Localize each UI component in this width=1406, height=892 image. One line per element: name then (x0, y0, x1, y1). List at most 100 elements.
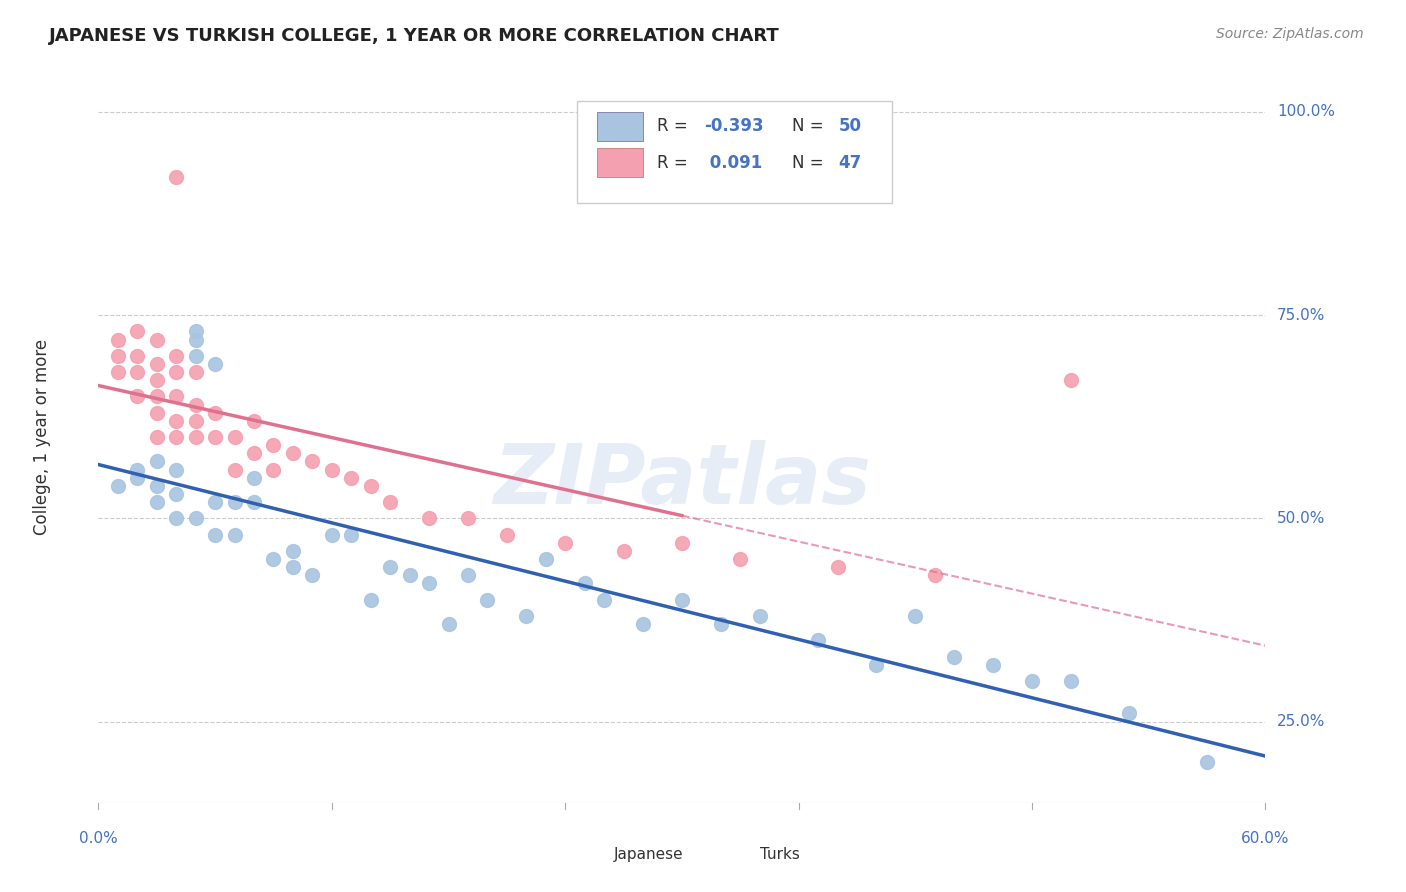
Point (515, 608, 537, 623)
Point (807, 633, 830, 648)
Text: R =: R = (658, 153, 693, 172)
Point (146, 430, 169, 444)
Text: 100.0%: 100.0% (1277, 104, 1336, 120)
Point (204, 357, 226, 371)
FancyBboxPatch shape (576, 101, 891, 203)
Point (165, 430, 187, 444)
Point (127, 365, 149, 379)
Point (243, 495, 266, 509)
Point (360, 479, 382, 493)
Point (574, 576, 596, 591)
Point (146, 495, 169, 509)
Point (165, 349, 187, 363)
Point (146, 454, 169, 468)
Text: 50.0%: 50.0% (1277, 511, 1326, 526)
Point (107, 479, 129, 493)
Point (360, 592, 382, 607)
Point (865, 657, 887, 672)
Text: Source: ZipAtlas.com: Source: ZipAtlas.com (1216, 27, 1364, 41)
Point (671, 535, 693, 549)
Point (281, 544, 304, 558)
Point (380, 495, 402, 509)
Point (146, 406, 169, 420)
Text: Turks: Turks (761, 847, 800, 862)
Point (184, 333, 207, 347)
Point (146, 357, 169, 371)
Point (380, 560, 402, 574)
Point (146, 333, 169, 347)
Point (981, 657, 1004, 672)
Point (924, 568, 946, 582)
Point (593, 592, 616, 607)
Point (418, 576, 440, 591)
Point (204, 527, 226, 541)
Point (671, 592, 693, 607)
Point (204, 495, 226, 509)
Point (554, 535, 576, 549)
Point (184, 365, 207, 379)
Point (146, 389, 169, 403)
Point (1195, 755, 1218, 769)
Point (340, 527, 363, 541)
Point (165, 462, 187, 476)
Point (224, 527, 246, 541)
Point (184, 414, 207, 428)
Point (1060, 673, 1083, 688)
FancyBboxPatch shape (596, 112, 644, 141)
Point (398, 568, 420, 582)
Text: N =: N = (792, 117, 828, 136)
Text: ZIPatlas: ZIPatlas (494, 441, 870, 522)
Point (243, 414, 266, 428)
Point (184, 430, 207, 444)
Point (243, 471, 266, 485)
Text: -0.393: -0.393 (704, 117, 763, 136)
Point (730, 552, 752, 566)
Point (165, 487, 187, 501)
Point (301, 568, 323, 582)
Text: Japanese: Japanese (614, 847, 683, 862)
Point (204, 406, 226, 420)
Point (184, 349, 207, 363)
Point (107, 365, 129, 379)
Point (418, 511, 440, 525)
Point (321, 527, 343, 541)
Point (224, 430, 246, 444)
Point (127, 462, 149, 476)
Point (127, 471, 149, 485)
Text: 47: 47 (838, 153, 862, 172)
Text: 60.0%: 60.0% (1241, 831, 1289, 847)
Point (165, 365, 187, 379)
Point (281, 560, 304, 574)
Point (262, 438, 284, 452)
Point (631, 617, 654, 632)
Point (1118, 706, 1140, 721)
Point (165, 414, 187, 428)
Text: 25.0%: 25.0% (1277, 714, 1326, 729)
Point (127, 349, 149, 363)
Point (204, 430, 226, 444)
Point (262, 552, 284, 566)
Point (165, 389, 187, 403)
Point (613, 544, 636, 558)
Text: 50: 50 (838, 117, 862, 136)
Point (340, 471, 363, 485)
Text: 0.091: 0.091 (704, 153, 762, 172)
Point (224, 462, 246, 476)
Point (146, 373, 169, 387)
Point (496, 527, 519, 541)
FancyBboxPatch shape (723, 841, 752, 867)
Point (243, 446, 266, 460)
Point (281, 446, 304, 460)
Text: N =: N = (792, 153, 828, 172)
Point (437, 617, 460, 632)
Point (184, 511, 207, 525)
Point (1021, 673, 1043, 688)
Point (146, 479, 169, 493)
Point (457, 568, 479, 582)
Text: 75.0%: 75.0% (1277, 308, 1326, 323)
Text: R =: R = (658, 117, 693, 136)
Text: College, 1 year or more: College, 1 year or more (34, 339, 52, 535)
FancyBboxPatch shape (576, 841, 606, 867)
Point (165, 511, 187, 525)
Point (477, 592, 499, 607)
